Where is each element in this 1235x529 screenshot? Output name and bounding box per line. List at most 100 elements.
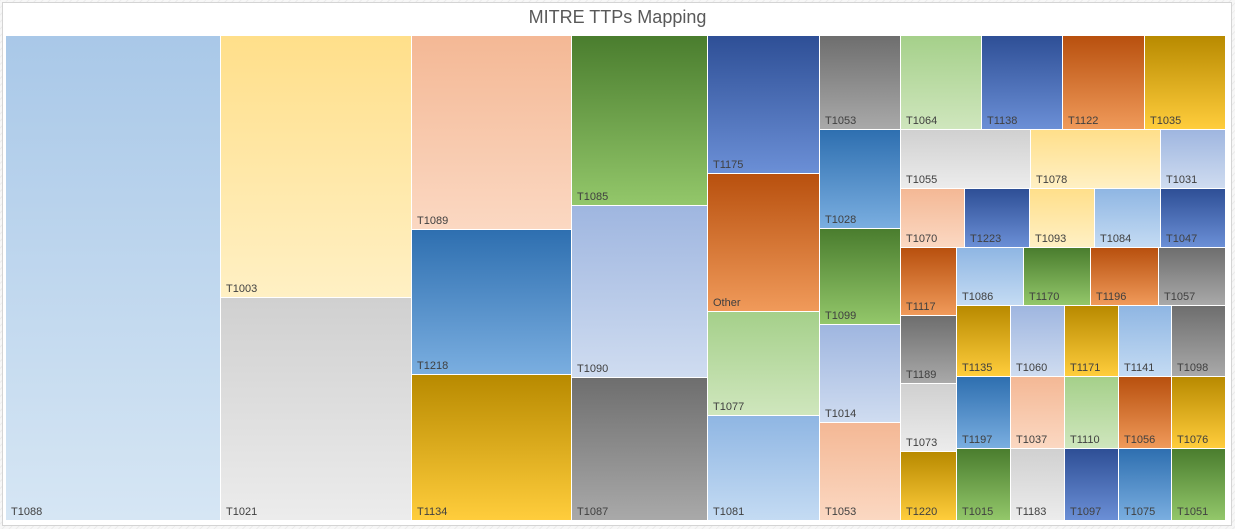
treemap-cell-label: T1051 bbox=[1177, 506, 1209, 518]
treemap-cell-label: T1084 bbox=[1100, 233, 1132, 245]
chart-title: MITRE TTPs Mapping bbox=[528, 7, 707, 27]
treemap-cell-label: T1073 bbox=[906, 437, 938, 449]
treemap-cell: T1060 bbox=[1011, 306, 1065, 377]
treemap-cell: T1051 bbox=[1172, 449, 1226, 521]
treemap-cell: T1035 bbox=[1145, 36, 1226, 130]
treemap-cell: T1053 bbox=[820, 36, 901, 130]
treemap-cell: T1014 bbox=[820, 325, 901, 423]
treemap-cell-label: T1055 bbox=[906, 174, 938, 186]
treemap-cell: T1141 bbox=[1119, 306, 1172, 377]
treemap-cell-label: T1035 bbox=[1150, 115, 1182, 127]
treemap-cell: T1090 bbox=[572, 206, 708, 378]
treemap-cell: T1055 bbox=[901, 130, 1031, 189]
treemap-cell-label: T1117 bbox=[906, 301, 936, 313]
treemap-cell-label: T1075 bbox=[1124, 506, 1156, 518]
treemap-cell-label: T1081 bbox=[713, 506, 745, 518]
treemap-cell: T1197 bbox=[957, 377, 1011, 449]
treemap-cell: T1196 bbox=[1091, 248, 1159, 306]
treemap-cell-label: T1060 bbox=[1016, 362, 1048, 374]
treemap-cell: T1135 bbox=[957, 306, 1011, 377]
treemap-cell-label: T1183 bbox=[1016, 506, 1047, 518]
treemap-cell: T1220 bbox=[901, 452, 957, 521]
treemap-cell-label: T1047 bbox=[1166, 233, 1198, 245]
treemap-cell: T1223 bbox=[965, 189, 1030, 248]
treemap-cell: Other bbox=[708, 174, 820, 312]
treemap-cell-label: T1077 bbox=[713, 401, 745, 413]
treemap-cell-label: T1056 bbox=[1124, 434, 1156, 446]
treemap-cell-label: T1064 bbox=[906, 115, 938, 127]
treemap-cell: T1088 bbox=[6, 36, 221, 521]
treemap-cell-label: T1099 bbox=[825, 310, 857, 322]
treemap-cell: T1098 bbox=[1172, 306, 1226, 377]
treemap-cell: T1183 bbox=[1011, 449, 1065, 521]
treemap-cell: T1037 bbox=[1011, 377, 1065, 449]
treemap-cell: T1028 bbox=[820, 130, 901, 229]
treemap-cell: T1064 bbox=[901, 36, 982, 130]
treemap-cell-label: T1089 bbox=[417, 215, 449, 227]
treemap-cell-label: T1003 bbox=[226, 283, 258, 295]
treemap-cell: T1189 bbox=[901, 316, 957, 384]
treemap-cell: T1003 bbox=[221, 36, 412, 298]
treemap-cell: T1056 bbox=[1119, 377, 1172, 449]
treemap-cell-label: T1015 bbox=[962, 506, 994, 518]
treemap-cell: T1138 bbox=[982, 36, 1063, 130]
treemap-cell: T1084 bbox=[1095, 189, 1161, 248]
treemap-cell-label: T1078 bbox=[1036, 174, 1068, 186]
treemap-cell-label: T1087 bbox=[577, 506, 609, 518]
treemap-cell-label: Other bbox=[713, 297, 741, 309]
treemap-cell: T1089 bbox=[412, 36, 572, 230]
treemap-cell: T1047 bbox=[1161, 189, 1226, 248]
treemap-cell-label: T1097 bbox=[1070, 506, 1102, 518]
treemap-cell-label: T1093 bbox=[1035, 233, 1067, 245]
treemap-cell-label: T1053 bbox=[825, 506, 857, 518]
treemap-cell: T1097 bbox=[1065, 449, 1119, 521]
treemap-cell-label: T1053 bbox=[825, 115, 857, 127]
treemap-cell: T1085 bbox=[572, 36, 708, 206]
treemap-cell-label: T1138 bbox=[987, 115, 1018, 127]
treemap-cell: T1031 bbox=[1161, 130, 1226, 189]
treemap-cell-label: T1037 bbox=[1016, 434, 1048, 446]
treemap-cell-label: T1223 bbox=[970, 233, 1002, 245]
treemap-cell: T1081 bbox=[708, 416, 820, 521]
treemap-cell-label: T1076 bbox=[1177, 434, 1209, 446]
treemap-cell-label: T1014 bbox=[825, 408, 857, 420]
treemap-cell: T1015 bbox=[957, 449, 1011, 521]
treemap-cell-label: T1021 bbox=[226, 506, 258, 518]
treemap-cell: T1117 bbox=[901, 248, 957, 316]
treemap-cell-label: T1028 bbox=[825, 214, 857, 226]
treemap-cell-label: T1134 bbox=[417, 506, 448, 518]
treemap-cell-label: T1170 bbox=[1029, 291, 1060, 303]
treemap-cell: T1099 bbox=[820, 229, 901, 325]
treemap-cell: T1057 bbox=[1159, 248, 1226, 306]
treemap-cell-label: T1088 bbox=[11, 506, 43, 518]
treemap-cell: T1053 bbox=[820, 423, 901, 521]
treemap-cell-label: T1110 bbox=[1070, 434, 1100, 446]
treemap-cell: T1170 bbox=[1024, 248, 1091, 306]
treemap-cell: T1171 bbox=[1065, 306, 1119, 377]
treemap-cell: T1078 bbox=[1031, 130, 1161, 189]
treemap-cell: T1073 bbox=[901, 384, 957, 452]
treemap-cell-label: T1189 bbox=[906, 369, 937, 381]
treemap-cell: T1075 bbox=[1119, 449, 1172, 521]
treemap-cell: T1021 bbox=[221, 298, 412, 521]
treemap-cell: T1134 bbox=[412, 375, 572, 521]
treemap-cell: T1086 bbox=[957, 248, 1024, 306]
treemap-cell-label: T1175 bbox=[713, 159, 744, 171]
treemap-cell-label: T1090 bbox=[577, 363, 609, 375]
treemap-cell-label: T1197 bbox=[962, 434, 993, 446]
treemap-cell-label: T1031 bbox=[1166, 174, 1198, 186]
treemap-cell-label: T1218 bbox=[417, 360, 449, 372]
treemap-cell-label: T1196 bbox=[1096, 291, 1127, 303]
treemap-cell-label: T1220 bbox=[906, 506, 938, 518]
treemap-cell: T1175 bbox=[708, 36, 820, 174]
treemap-cell: T1076 bbox=[1172, 377, 1226, 449]
treemap-cell: T1087 bbox=[572, 378, 708, 521]
treemap-cell: T1093 bbox=[1030, 189, 1095, 248]
treemap-cell-label: T1098 bbox=[1177, 362, 1209, 374]
treemap-cell-label: T1122 bbox=[1068, 115, 1099, 127]
treemap-cell-label: T1141 bbox=[1124, 362, 1155, 374]
treemap-cell: T1110 bbox=[1065, 377, 1119, 449]
treemap-cell-label: T1135 bbox=[962, 362, 993, 374]
treemap-cell-label: T1171 bbox=[1070, 362, 1101, 374]
